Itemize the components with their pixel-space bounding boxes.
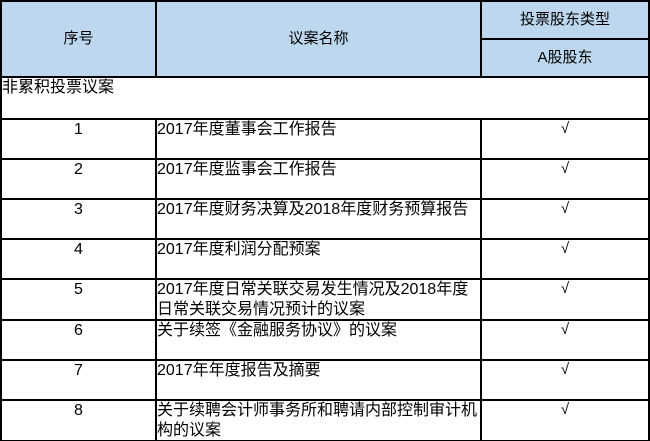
- section-row: 非累积投票议案: [0, 76, 650, 120]
- a-share-checkmark: √: [480, 319, 650, 362]
- row-number: 3: [0, 198, 157, 240]
- table-row-6: 6 关于续签《金融服务协议》的议案 √: [0, 319, 650, 362]
- table-row-3: 3 2017年度财务决算及2018年度财务预算报告 √: [0, 198, 650, 240]
- table-header-row-2: A股股东: [1, 38, 650, 78]
- row-number: 1: [0, 118, 157, 160]
- header-cell-a-share: A股股东: [480, 38, 650, 78]
- proposal-name: 2017年度监事会工作报告: [155, 158, 482, 200]
- row-number: 8: [0, 399, 157, 441]
- proposal-name: 2017年年度报告及摘要: [155, 359, 482, 402]
- row-number: 2: [0, 158, 157, 200]
- proposal-name: 2017年度财务决算及2018年度财务预算报告: [155, 198, 482, 240]
- a-share-checkmark: √: [480, 277, 650, 322]
- row-number: 6: [0, 319, 157, 362]
- table-row-8: 8 关于续聘会计师事务所和聘请内部控制审计机构的议案 √: [0, 399, 650, 441]
- proposal-name: 2017年度日常关联交易发生情况及2018年度日常关联交易情况预计的议案: [155, 277, 482, 322]
- header-cell-seq-no: 序号: [0, 0, 157, 78]
- proposal-name: 2017年度利润分配预案: [155, 238, 482, 280]
- a-share-checkmark: √: [480, 158, 650, 200]
- table-row-2: 2 2017年度监事会工作报告 √: [0, 158, 650, 200]
- row-number: 4: [0, 238, 157, 280]
- table-row-1: 1 2017年度董事会工作报告 √: [0, 118, 650, 160]
- table-row-4: 4 2017年度利润分配预案 √: [0, 238, 650, 280]
- proposal-name: 2017年度董事会工作报告: [155, 118, 482, 160]
- row-number: 5: [0, 277, 157, 322]
- a-share-checkmark: √: [480, 359, 650, 402]
- header-cell-proposal-name: 议案名称: [155, 0, 482, 78]
- a-share-checkmark: √: [480, 238, 650, 280]
- a-share-checkmark: √: [480, 399, 650, 441]
- table-row-5: 5 2017年度日常关联交易发生情况及2018年度日常关联交易情况预计的议案 √: [0, 277, 650, 322]
- proposal-name: 关于续聘会计师事务所和聘请内部控制审计机构的议案: [155, 399, 482, 441]
- table-row-7: 7 2017年年度报告及摘要 √: [0, 359, 650, 402]
- header-cell-voter-type: 投票股东类型: [480, 0, 650, 40]
- row-number: 7: [0, 359, 157, 402]
- proposal-name: 关于续签《金融服务协议》的议案: [155, 319, 482, 362]
- table-header-row-1: 序号 议案名称 投票股东类型: [0, 0, 650, 78]
- a-share-checkmark: √: [480, 198, 650, 240]
- section-label-non-cumulative: 非累积投票议案: [0, 76, 650, 120]
- a-share-checkmark: √: [480, 118, 650, 160]
